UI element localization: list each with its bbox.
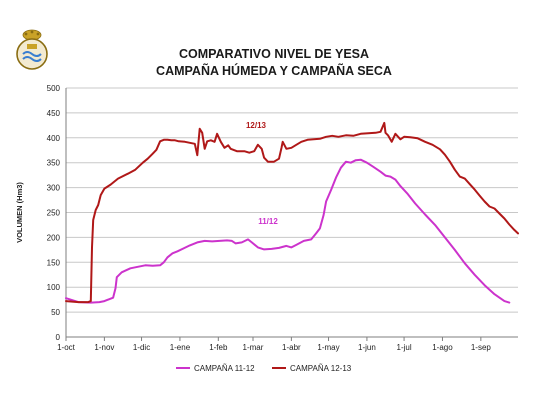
series-line-campana-11-12 — [65, 158, 511, 304]
chart-subtitle: CAMPAÑA HÚMEDA Y CAMPAÑA SECA — [156, 64, 392, 78]
x-tick-label: 1-ago — [432, 343, 453, 352]
x-tick-label: 1-dic — [133, 343, 150, 352]
x-tick-label: 1-abr — [282, 343, 301, 352]
series-annotation: 12/13 — [246, 121, 267, 130]
y-tick-label: 450 — [47, 109, 61, 118]
chart-title: COMPARATIVO NIVEL DE YESA — [178, 47, 370, 61]
y-tick-label: 100 — [47, 283, 61, 292]
y-tick-label: 350 — [47, 159, 61, 168]
legend-label: CAMPAÑA 12-13 — [290, 364, 352, 373]
x-tick-label: 1-nov — [94, 343, 114, 352]
y-tick-label: 400 — [47, 134, 61, 143]
x-tick-label: 1-may — [317, 343, 339, 352]
x-tick-label: 1-ene — [170, 343, 191, 352]
emblem-logo — [14, 28, 50, 74]
y-tick-label: 250 — [47, 209, 61, 218]
y-tick-label: 200 — [47, 233, 61, 242]
series-line-campana-12-13 — [65, 121, 519, 304]
y-tick-label: 0 — [56, 333, 61, 342]
y-tick-label: 150 — [47, 258, 61, 267]
y-tick-label: 50 — [51, 308, 60, 317]
x-tick-label: 1-feb — [209, 343, 228, 352]
x-tick-label: 1-mar — [243, 343, 264, 352]
y-axis-label: VOLUMEN (Hm3) — [15, 182, 24, 243]
y-tick-label: 300 — [47, 184, 61, 193]
x-tick-label: 1-sep — [471, 343, 492, 352]
x-tick-label: 1-jun — [358, 343, 376, 352]
x-tick-label: 1-oct — [57, 343, 76, 352]
series-annotation: 11/12 — [258, 217, 278, 226]
y-tick-label: 500 — [47, 84, 61, 93]
x-tick-label: 1-jul — [397, 343, 412, 352]
legend-label: CAMPAÑA 11-12 — [194, 364, 255, 373]
